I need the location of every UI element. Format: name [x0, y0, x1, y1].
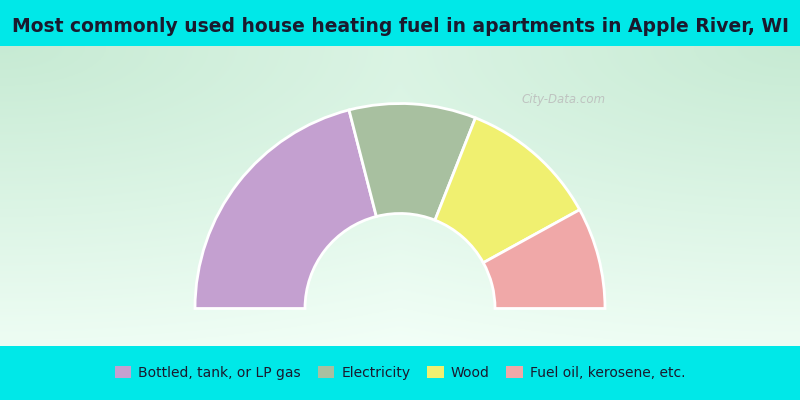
- Wedge shape: [483, 210, 605, 308]
- Text: Most commonly used house heating fuel in apartments in Apple River, WI: Most commonly used house heating fuel in…: [11, 17, 789, 36]
- Text: City-Data.com: City-Data.com: [521, 94, 605, 106]
- Wedge shape: [435, 118, 580, 263]
- Wedge shape: [195, 110, 376, 308]
- Legend: Bottled, tank, or LP gas, Electricity, Wood, Fuel oil, kerosene, etc.: Bottled, tank, or LP gas, Electricity, W…: [108, 359, 692, 387]
- Wedge shape: [349, 104, 475, 220]
